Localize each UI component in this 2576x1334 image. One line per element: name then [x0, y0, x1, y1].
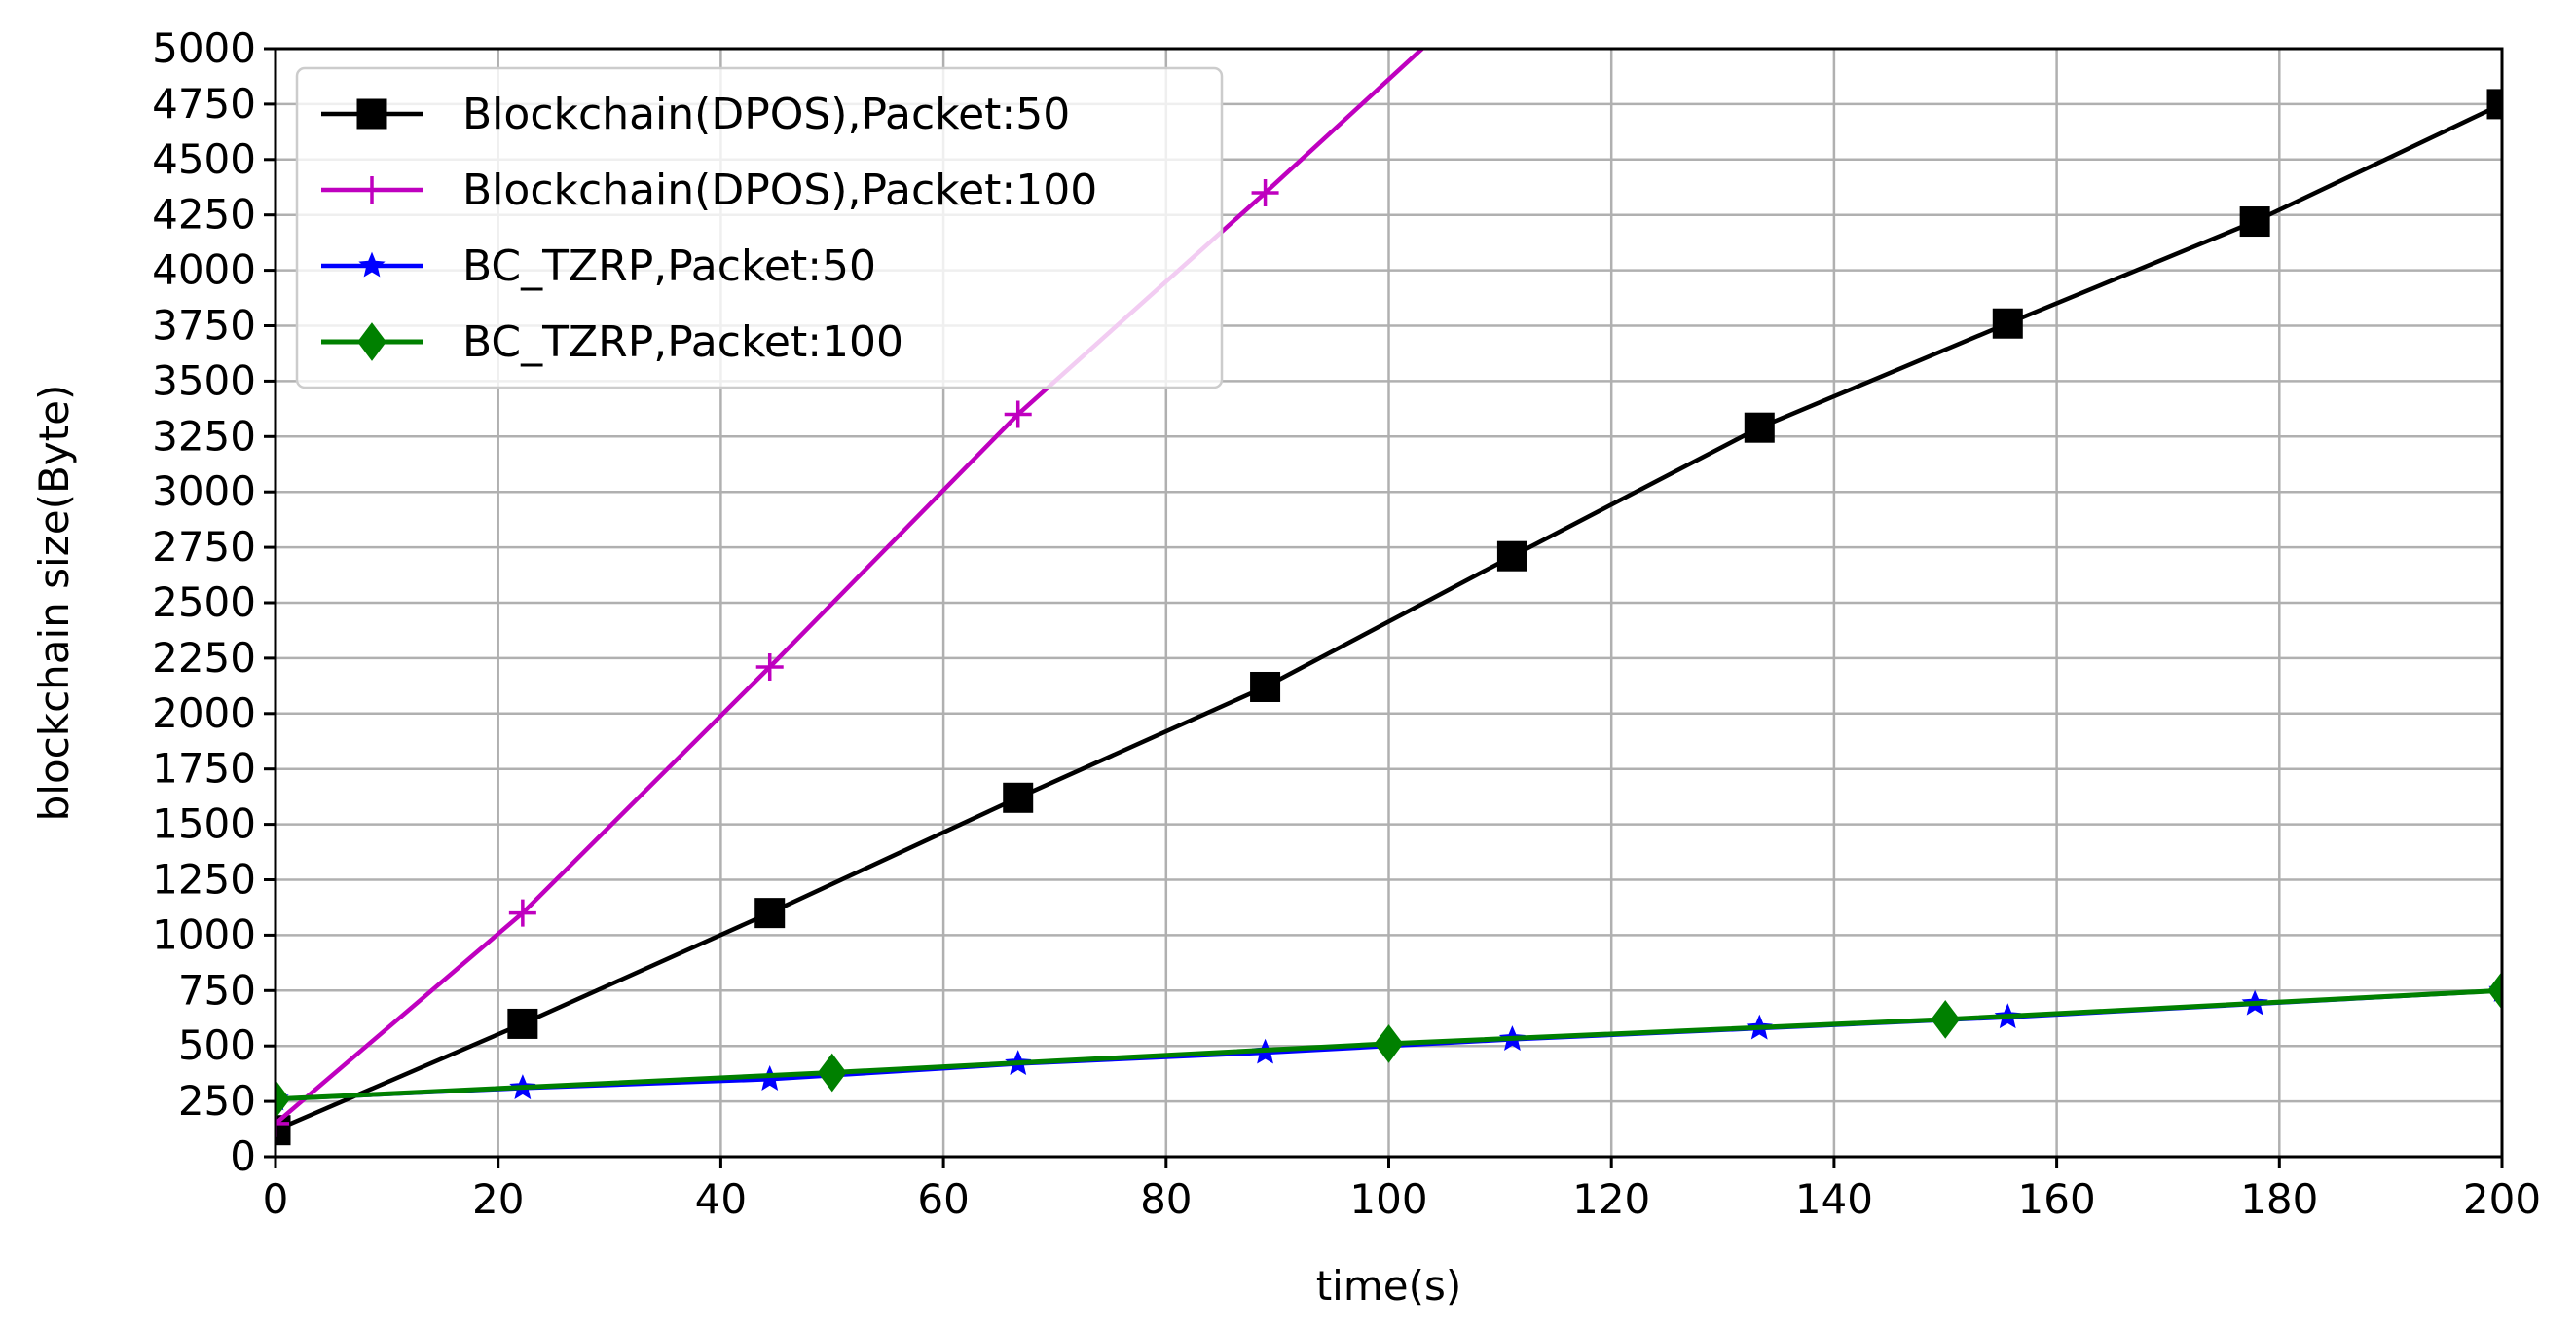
diamond-marker: [357, 322, 386, 361]
y-tick-label: 1500: [152, 800, 256, 848]
y-tick-label: 4750: [152, 80, 256, 128]
legend: Blockchain(DPOS),Packet:50 Blockchain(DPO…: [295, 66, 1224, 389]
y-tick-label: 4250: [152, 191, 256, 239]
x-tick-label: 40: [695, 1175, 747, 1223]
x-tick-label: 180: [2240, 1175, 2318, 1223]
plus-marker: [276, 1109, 289, 1137]
diamond-marker: [1931, 1000, 1961, 1039]
square-marker: [1496, 540, 1527, 572]
legend-box: [295, 66, 1224, 389]
y-tick-label: 3000: [152, 467, 256, 515]
series-0: [276, 89, 2502, 1146]
plus-marker: [755, 653, 784, 682]
x-axis-label: time(s): [1316, 1262, 1462, 1310]
legend-label: Blockchain(DPOS),Packet:100: [462, 166, 1097, 215]
x-tick-label: 120: [1572, 1175, 1650, 1223]
axis-ticks: 0 20 40 60 80 100 120 140 160 180 2000250500750100…: [152, 24, 2541, 1223]
y-tick-label: 4500: [152, 135, 256, 183]
y-tick-label: 250: [178, 1077, 256, 1125]
x-tick-label: 0: [263, 1175, 289, 1223]
series-line: [276, 101, 2502, 1132]
y-tick-label: 0: [230, 1132, 256, 1180]
legend-item: Blockchain(DPOS),Packet:100: [321, 166, 1097, 215]
plus-marker: [508, 899, 536, 927]
star-marker: [358, 251, 386, 278]
y-tick-label: 750: [178, 966, 256, 1014]
square-marker: [356, 98, 387, 130]
x-tick-label: 60: [917, 1175, 969, 1223]
square-marker: [2486, 89, 2502, 120]
series-1: [276, 49, 1424, 1137]
y-tick-label: 2000: [152, 689, 256, 737]
diamond-marker: [1374, 1024, 1404, 1063]
x-tick-label: 140: [1795, 1175, 1873, 1223]
y-tick-label: 2750: [152, 523, 256, 571]
square-marker: [1744, 412, 1775, 443]
y-tick-label: 3750: [152, 302, 256, 350]
plus-marker: [1004, 400, 1032, 428]
square-marker: [1003, 782, 1034, 813]
legend-label: Blockchain(DPOS),Packet:50: [462, 90, 1070, 139]
y-tick-label: 1750: [152, 745, 256, 793]
x-tick-label: 20: [472, 1175, 524, 1223]
series-group: [276, 49, 2502, 1146]
diamond-marker: [276, 1079, 290, 1119]
y-tick-label: 3250: [152, 412, 256, 460]
series-3: [276, 971, 2502, 1119]
square-marker: [507, 1008, 538, 1039]
y-tick-label: 1250: [152, 856, 256, 904]
x-tick-label: 80: [1140, 1175, 1192, 1223]
legend-label: BC_TZRP,Packet:100: [462, 317, 903, 367]
plus-marker: [1251, 178, 1279, 206]
x-tick-label: 160: [2018, 1175, 2096, 1223]
plus-marker: [358, 176, 386, 204]
square-marker: [1250, 671, 1281, 702]
legend-label: BC_TZRP,Packet:50: [462, 241, 876, 291]
square-marker: [2239, 206, 2270, 238]
legend-item: BC_TZRP,Packet:50: [321, 241, 876, 291]
x-tick-label: 100: [1349, 1175, 1427, 1223]
diamond-marker: [817, 1053, 847, 1093]
y-tick-label: 2500: [152, 578, 256, 626]
y-axis-label: blockchain size(Byte): [30, 385, 78, 822]
y-tick-label: 3500: [152, 356, 256, 404]
x-tick-label: 200: [2463, 1175, 2541, 1223]
legend-item: Blockchain(DPOS),Packet:50: [321, 90, 1070, 139]
y-tick-label: 5000: [152, 24, 256, 72]
square-marker: [754, 898, 786, 929]
y-tick-label: 500: [178, 1021, 256, 1069]
square-marker: [1992, 308, 2023, 339]
diamond-marker: [2487, 971, 2502, 1011]
y-tick-label: 1000: [152, 910, 256, 958]
y-tick-label: 2250: [152, 634, 256, 682]
series-line: [276, 49, 1424, 1126]
y-tick-label: 4000: [152, 246, 256, 294]
legend-item: BC_TZRP,Packet:100: [321, 317, 903, 367]
